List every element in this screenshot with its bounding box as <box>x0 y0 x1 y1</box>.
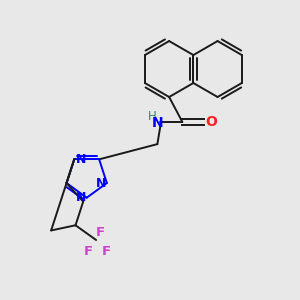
Text: O: O <box>205 115 217 129</box>
Text: F: F <box>96 226 105 239</box>
Text: N: N <box>96 177 107 190</box>
Text: F: F <box>102 245 111 258</box>
Text: N: N <box>76 153 86 166</box>
Text: H: H <box>148 110 156 123</box>
Text: N: N <box>152 116 163 130</box>
Text: F: F <box>84 245 93 258</box>
Text: N: N <box>76 191 87 204</box>
